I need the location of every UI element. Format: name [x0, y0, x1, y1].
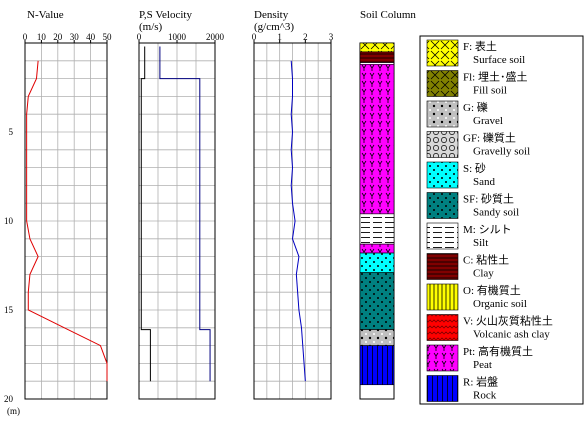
x-tick-label: 20 — [53, 32, 63, 42]
soil-layer — [359, 51, 395, 63]
legend-swatch — [426, 344, 459, 372]
panel-subtitle: (g/cm^3) — [254, 21, 294, 33]
data-line — [290, 60, 306, 382]
soil-layer — [359, 213, 395, 245]
legend-sublabel: Surface soil — [473, 54, 525, 66]
y-tick-label: 5 — [9, 127, 14, 137]
legend-label: S: 砂 — [463, 162, 486, 175]
x-tick-label: 40 — [86, 32, 96, 42]
legend-label: M: シルト — [463, 224, 512, 236]
soil-layer — [359, 272, 395, 330]
soil-layer — [359, 64, 395, 215]
legend-sublabel: Organic soil — [473, 298, 527, 310]
x-tick-label: 1000 — [168, 32, 187, 42]
legend-swatch — [426, 222, 459, 250]
data-line — [26, 60, 108, 382]
plot-frame — [138, 42, 216, 400]
legend-swatch — [426, 39, 459, 67]
legend-label: Fl: 埋土･盛土 — [463, 70, 527, 84]
x-tick-label: 10 — [37, 32, 47, 42]
soil-layer — [359, 243, 395, 254]
soil-layer — [359, 252, 395, 273]
legend-sublabel: Sand — [473, 176, 496, 188]
legend-label: F: 表土 — [463, 39, 497, 53]
x-tick-label: 2000 — [206, 32, 225, 42]
legend-sublabel: Gravel — [473, 115, 503, 127]
legend-sublabel: Clay — [473, 268, 494, 280]
x-tick-label: 30 — [70, 32, 80, 42]
legend-sublabel: Silt — [473, 237, 488, 249]
x-tick-label: 0 — [252, 32, 257, 42]
legend-swatch — [426, 314, 459, 341]
plot-frame — [24, 42, 108, 400]
panel-title: Soil Column — [360, 9, 416, 21]
legend-sublabel: Gravelly soil — [473, 146, 530, 158]
data-line — [140, 46, 151, 382]
x-tick-label: 2 — [303, 32, 308, 42]
legend-label: Pt: 高有機質土 — [463, 344, 533, 358]
legend-swatch — [426, 253, 459, 280]
legend-label: C: 粘性土 — [463, 253, 509, 267]
legend-swatch — [426, 161, 459, 189]
y-tick-label: 10 — [4, 216, 14, 226]
y-tick-label: 20 — [4, 394, 14, 404]
legend-swatch — [426, 70, 459, 97]
y-axis-unit: (m) — [7, 406, 20, 416]
legend-label: SF: 砂質土 — [463, 192, 514, 206]
x-tick-label: 0 — [23, 32, 28, 42]
legend-label: V: 火山灰質粘性土 — [463, 314, 553, 328]
y-tick-label: 15 — [4, 305, 14, 315]
soil-layer — [359, 329, 395, 346]
legend-label: R: 岩盤 — [463, 375, 498, 389]
panel-title: P,S Velocity — [139, 9, 192, 21]
legend-sublabel: Rock — [473, 390, 497, 402]
data-line — [159, 46, 211, 382]
x-tick-label: 3 — [329, 32, 334, 42]
soil-layer — [359, 345, 395, 386]
legend-swatch — [426, 100, 459, 128]
plot-frame — [253, 42, 332, 400]
panel-title: Density — [254, 9, 289, 21]
panel-title: N-Value — [27, 9, 64, 21]
legend-label: GF: 礫質土 — [463, 131, 516, 145]
legend-sublabel: Volcanic ash clay — [473, 329, 550, 341]
legend-label: G: 礫 — [463, 100, 488, 114]
legend-sublabel: Fill soil — [473, 85, 507, 97]
legend-label: O: 有機質土 — [463, 283, 521, 297]
legend-swatch — [426, 192, 459, 219]
legend-sublabel: Peat — [473, 359, 492, 371]
legend-swatch — [426, 131, 459, 158]
legend-swatch — [426, 375, 459, 402]
x-tick-label: 1 — [277, 32, 282, 42]
legend-box — [419, 35, 584, 405]
x-tick-label: 50 — [103, 32, 113, 42]
soil-layer — [359, 42, 395, 53]
panel-subtitle: (m/s) — [139, 21, 163, 33]
legend-sublabel: Sandy soil — [473, 207, 519, 219]
legend-swatch — [426, 283, 459, 311]
x-tick-label: 0 — [137, 32, 142, 42]
